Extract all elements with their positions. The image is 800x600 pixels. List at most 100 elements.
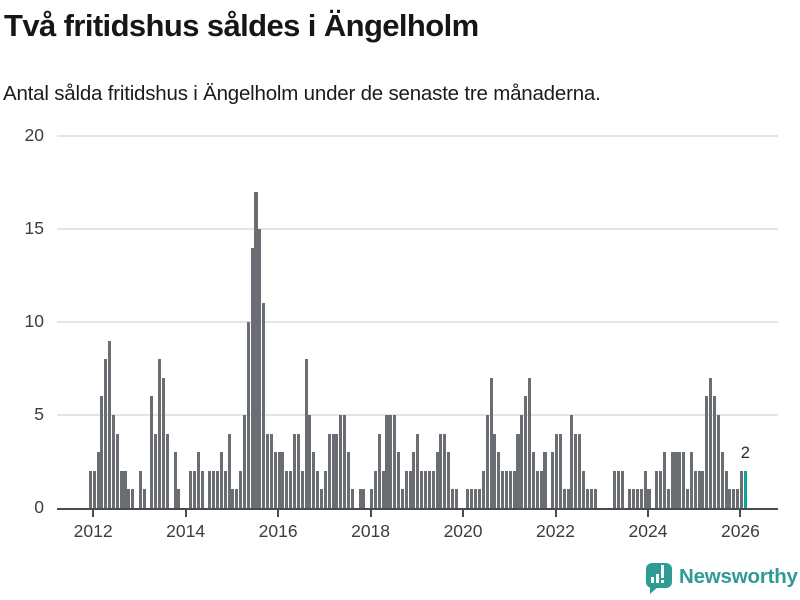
x-axis-tick [92, 510, 95, 517]
bar [127, 489, 131, 508]
bar [562, 489, 566, 508]
bar [239, 470, 243, 508]
bar [370, 489, 374, 508]
bar [686, 489, 690, 508]
bar [581, 470, 586, 508]
newsworthy-logo[interactable]: Newsworthy [644, 562, 798, 594]
x-tick-label: 2018 [351, 521, 391, 541]
bar [589, 489, 593, 508]
bar [397, 452, 401, 508]
y-tick-label: 0 [34, 497, 44, 517]
bar [177, 489, 181, 508]
bar [535, 470, 539, 508]
chart-subtitle: Antal sålda fritidshus i Ängelholm under… [3, 82, 601, 105]
bar [266, 433, 270, 508]
bar [277, 452, 281, 508]
bar [454, 489, 458, 508]
bar [593, 489, 597, 508]
x-axis-tick [646, 510, 649, 517]
bar [358, 489, 362, 508]
bar [485, 415, 489, 508]
bar [628, 489, 632, 508]
bar [647, 489, 651, 508]
bar [709, 377, 713, 508]
bar [450, 489, 455, 508]
x-tick-label: 2022 [536, 521, 575, 541]
bar [666, 489, 670, 508]
bar [431, 470, 435, 508]
speech-bubble-tail [650, 587, 658, 594]
bar [524, 396, 528, 508]
bar [504, 470, 508, 508]
bar [689, 452, 693, 508]
y-tick-label: 15 [24, 218, 44, 238]
bar [732, 489, 736, 508]
bar [273, 452, 277, 508]
gridline-5 [57, 414, 778, 416]
bar [131, 489, 135, 508]
bar [162, 377, 166, 508]
bar [716, 415, 720, 508]
bar [293, 433, 297, 508]
bar [100, 396, 104, 508]
bar [420, 470, 424, 508]
bar [335, 433, 339, 508]
bar [558, 433, 562, 508]
x-tick-label: 2016 [258, 521, 298, 541]
bar [620, 470, 624, 508]
y-tick-label: 5 [34, 404, 44, 424]
bar [512, 470, 516, 508]
bar [385, 415, 389, 508]
bar [408, 470, 412, 508]
bar [520, 415, 524, 508]
gridline-15 [57, 228, 778, 230]
bar [188, 470, 193, 508]
bar [227, 433, 231, 508]
bar [235, 489, 239, 508]
bar [404, 470, 408, 508]
bar [701, 470, 705, 508]
x-tick-label: 2024 [628, 521, 668, 541]
bar [323, 470, 327, 508]
bar [223, 470, 227, 508]
brand-name: Newsworthy [679, 565, 798, 588]
bar [635, 489, 639, 508]
bar [578, 433, 582, 508]
bar [612, 470, 616, 508]
bar [196, 452, 200, 508]
bar [304, 359, 308, 508]
bar [192, 470, 196, 508]
bar [285, 470, 289, 508]
bar [242, 415, 246, 508]
bar [377, 433, 381, 508]
bar [682, 452, 686, 508]
bar [331, 433, 335, 508]
bar [373, 470, 377, 508]
bar [312, 452, 316, 508]
bar [92, 470, 96, 508]
mini-barchart-icon [651, 565, 667, 583]
bar [531, 452, 535, 508]
bar [501, 470, 505, 508]
x-axis-tick [739, 510, 742, 517]
bar [350, 489, 354, 508]
bar [551, 452, 555, 508]
bar [693, 470, 697, 508]
bar [258, 229, 262, 508]
bar [474, 489, 478, 508]
y-tick-label: 20 [24, 125, 44, 145]
bar [466, 489, 470, 508]
bar [439, 433, 443, 508]
bar [678, 452, 682, 508]
bar [138, 470, 142, 508]
bar [154, 433, 158, 508]
bar [489, 377, 493, 508]
bar [289, 470, 293, 508]
x-tick-label: 2020 [443, 521, 483, 541]
bar [346, 452, 350, 508]
bar [566, 489, 570, 508]
bar [424, 470, 428, 508]
x-axis-tick [184, 510, 187, 517]
bar [616, 470, 620, 508]
